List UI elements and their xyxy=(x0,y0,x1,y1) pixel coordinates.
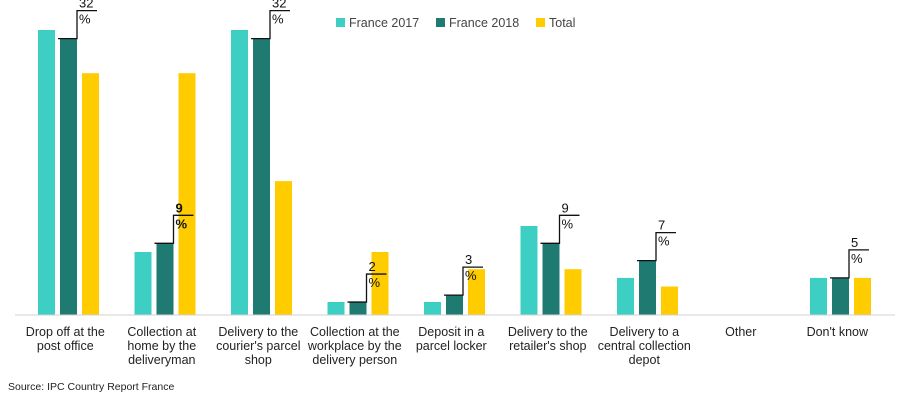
x-tick-label: Delivery to the courier's parcel shop xyxy=(216,325,300,367)
annotation-bracket xyxy=(444,266,483,296)
legend-swatch xyxy=(536,18,545,27)
bar-france-2017-2 xyxy=(231,30,248,315)
bar-france-2018-0 xyxy=(60,38,77,315)
annotation-bracket xyxy=(251,9,290,40)
annotation-bracket xyxy=(347,273,387,303)
annotation-value: 9 xyxy=(176,200,183,215)
annotation-value: 2 xyxy=(369,259,376,274)
annotation-value: 5 xyxy=(851,235,858,250)
annotation-bracket xyxy=(637,231,676,262)
x-axis-labels: Drop off at the post office Collection at h… xyxy=(26,325,869,367)
bar-france-2017-1 xyxy=(134,252,152,315)
annotation-unit: % xyxy=(176,216,188,231)
x-tick-label: Drop off at the post office xyxy=(26,325,105,353)
legend-item-france-2018: France 2018 xyxy=(436,16,519,30)
source-note: Source: IPC Country Report France xyxy=(8,381,174,393)
bar-total-0 xyxy=(82,73,99,315)
x-tick-label: Delivery to a central collection depot xyxy=(598,325,691,367)
bar-total-6 xyxy=(661,286,678,315)
legend-label: France 2017 xyxy=(349,16,419,30)
bar-france-2017-5 xyxy=(520,226,538,315)
annotation-bracket xyxy=(830,249,869,279)
annotation-unit: % xyxy=(79,12,91,27)
annotation-0: 32% xyxy=(58,0,97,40)
bar-france-2017-6 xyxy=(617,277,634,315)
legend-item-france-2017: France 2017 xyxy=(336,16,419,30)
bar-france-2017-0 xyxy=(38,30,55,315)
annotation-unit: % xyxy=(851,251,863,266)
annotation-8: 5% xyxy=(830,235,869,279)
bar-france-2018-3 xyxy=(349,302,367,315)
bar-total-2 xyxy=(275,181,292,315)
x-tick-label: Other xyxy=(725,325,756,339)
annotation-bracket xyxy=(154,214,194,244)
annotation-value: 7 xyxy=(658,218,665,233)
bar-france-2018-4 xyxy=(446,295,463,315)
annotation-5: 9% xyxy=(540,200,580,244)
annotation-value: 32 xyxy=(79,0,93,11)
annotation-6: 7% xyxy=(637,218,676,262)
annotation-unit: % xyxy=(272,12,284,27)
x-tick-label: Deposit in a parcel locker xyxy=(416,325,487,353)
x-tick-label: Don't know xyxy=(807,325,869,339)
annotation-unit: % xyxy=(562,216,574,231)
annotation-1: 9% xyxy=(154,200,194,244)
bar-france-2017-8 xyxy=(810,277,827,315)
bar-france-2017-3 xyxy=(327,302,345,315)
bar-france-2018-2 xyxy=(253,38,270,315)
annotations-layer: 32%9%32%2%3%9% 7% 5% xyxy=(58,0,869,303)
x-tick-label: Collection at home by the deliveryman xyxy=(127,325,196,367)
bar-total-8 xyxy=(854,277,871,315)
annotation-bracket xyxy=(540,214,580,244)
annotation-value: 32 xyxy=(272,0,286,11)
annotation-bracket xyxy=(58,9,97,40)
x-tick-label: Delivery to the retailer's shop xyxy=(508,325,588,353)
bar-total-1 xyxy=(178,73,196,315)
annotation-unit: % xyxy=(465,268,477,283)
bars-layer xyxy=(38,30,871,315)
legend: France 2017 France 2018 Total xyxy=(336,16,575,30)
legend-label: Total xyxy=(549,16,575,30)
legend-swatch xyxy=(336,18,345,27)
annotation-2: 32% xyxy=(251,0,290,40)
bar-total-3 xyxy=(371,252,389,315)
legend-swatch xyxy=(436,18,445,27)
annotation-value: 9 xyxy=(562,200,569,215)
annotation-unit: % xyxy=(369,275,381,290)
bar-france-2018-5 xyxy=(542,243,560,315)
bar-total-4 xyxy=(468,269,485,315)
bar-france-2018-8 xyxy=(832,277,849,315)
bar-total-5 xyxy=(564,269,582,315)
bar-france-2018-6 xyxy=(639,260,656,315)
annotation-4: 3% xyxy=(444,252,483,296)
annotation-unit: % xyxy=(658,234,670,249)
x-tick-label: Collection at the workplace by the deliver… xyxy=(307,325,402,367)
legend-label: France 2018 xyxy=(449,16,519,30)
annotation-3: 2% xyxy=(347,259,387,303)
bar-france-2017-4 xyxy=(424,302,441,315)
annotation-value: 3 xyxy=(465,252,472,267)
legend-item-total: Total xyxy=(536,16,575,30)
bar-france-2018-1 xyxy=(156,243,174,315)
